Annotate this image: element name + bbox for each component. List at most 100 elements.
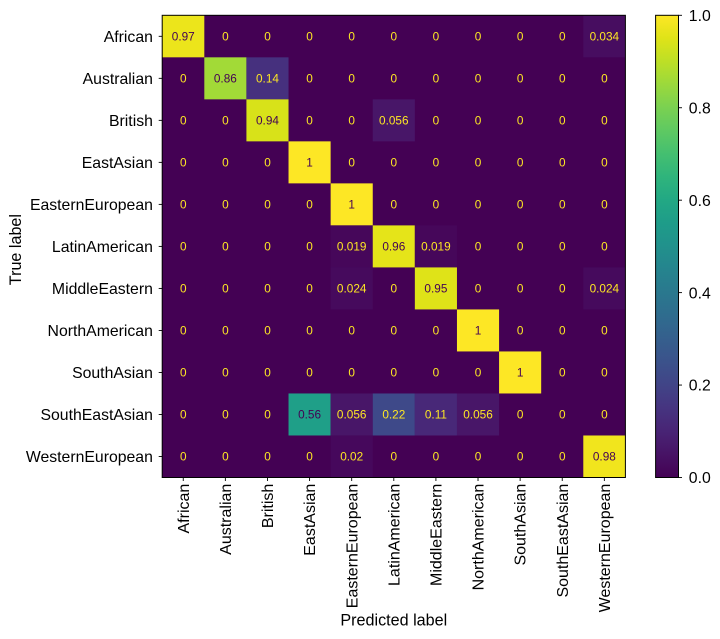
svg-text:WesternEuropean: WesternEuropean (26, 449, 153, 466)
svg-text:0: 0 (559, 198, 566, 212)
svg-text:0: 0 (475, 366, 482, 380)
svg-text:0: 0 (264, 156, 271, 170)
svg-text:0: 0 (433, 450, 440, 464)
svg-text:NorthAmerican: NorthAmerican (48, 323, 153, 340)
svg-text:0: 0 (517, 198, 524, 212)
svg-text:0: 0 (601, 240, 608, 254)
svg-text:0.4: 0.4 (689, 285, 711, 302)
svg-text:0.56: 0.56 (298, 408, 321, 422)
svg-text:1: 1 (306, 156, 313, 170)
svg-text:Australian: Australian (218, 484, 235, 555)
svg-text:0: 0 (517, 324, 524, 338)
svg-text:0: 0 (348, 156, 355, 170)
svg-text:1: 1 (517, 366, 524, 380)
svg-text:0.95: 0.95 (424, 282, 447, 296)
svg-text:0: 0 (306, 366, 313, 380)
svg-text:0: 0 (222, 114, 229, 128)
svg-text:0: 0 (391, 198, 398, 212)
svg-text:EastAsian: EastAsian (302, 484, 319, 556)
svg-text:0: 0 (517, 450, 524, 464)
svg-text:0: 0 (180, 450, 187, 464)
svg-text:0: 0 (559, 156, 566, 170)
svg-text:0.024: 0.024 (337, 282, 367, 296)
svg-text:1: 1 (348, 198, 355, 212)
svg-text:0: 0 (306, 450, 313, 464)
svg-text:0: 0 (601, 114, 608, 128)
svg-text:0: 0 (475, 156, 482, 170)
svg-text:True label: True label (7, 214, 25, 285)
svg-text:0: 0 (517, 408, 524, 422)
svg-text:0: 0 (391, 324, 398, 338)
svg-text:0: 0 (222, 30, 229, 44)
svg-text:0.024: 0.024 (590, 282, 620, 296)
svg-text:0: 0 (475, 72, 482, 86)
svg-text:0: 0 (391, 450, 398, 464)
svg-text:0: 0 (433, 72, 440, 86)
svg-text:0.14: 0.14 (256, 72, 279, 86)
svg-text:0: 0 (180, 114, 187, 128)
svg-text:0: 0 (559, 72, 566, 86)
svg-text:0: 0 (222, 450, 229, 464)
svg-text:0: 0 (348, 114, 355, 128)
svg-text:African: African (104, 29, 153, 46)
svg-text:0: 0 (306, 324, 313, 338)
svg-text:0: 0 (391, 156, 398, 170)
svg-text:0: 0 (306, 282, 313, 296)
svg-text:0: 0 (264, 324, 271, 338)
svg-text:0: 0 (517, 30, 524, 44)
svg-text:0: 0 (601, 324, 608, 338)
svg-text:0.97: 0.97 (172, 30, 195, 44)
svg-text:Predicted label: Predicted label (340, 612, 447, 630)
svg-text:0.02: 0.02 (340, 450, 363, 464)
svg-text:0: 0 (222, 156, 229, 170)
svg-text:0.22: 0.22 (382, 408, 405, 422)
svg-text:0.056: 0.056 (337, 408, 367, 422)
svg-text:MiddleEastern: MiddleEastern (429, 484, 446, 586)
svg-text:0.0: 0.0 (689, 470, 711, 487)
svg-text:0: 0 (264, 450, 271, 464)
svg-text:British: British (260, 484, 277, 528)
svg-text:0: 0 (391, 366, 398, 380)
svg-text:0: 0 (180, 156, 187, 170)
svg-text:0: 0 (475, 450, 482, 464)
svg-text:MiddleEastern: MiddleEastern (52, 281, 153, 298)
svg-text:0: 0 (264, 282, 271, 296)
svg-text:0: 0 (601, 198, 608, 212)
svg-text:0: 0 (517, 114, 524, 128)
svg-text:0: 0 (180, 72, 187, 86)
svg-text:0: 0 (180, 240, 187, 254)
svg-text:0.019: 0.019 (337, 240, 367, 254)
svg-text:0: 0 (264, 30, 271, 44)
svg-text:0: 0 (433, 114, 440, 128)
svg-text:SouthAsian: SouthAsian (513, 484, 530, 566)
svg-text:0: 0 (433, 198, 440, 212)
svg-text:0: 0 (517, 240, 524, 254)
svg-text:0: 0 (517, 72, 524, 86)
svg-text:0: 0 (306, 30, 313, 44)
svg-text:0: 0 (222, 366, 229, 380)
svg-text:0: 0 (433, 324, 440, 338)
svg-text:0.86: 0.86 (214, 72, 237, 86)
svg-text:LatinAmerican: LatinAmerican (386, 484, 403, 586)
svg-text:0: 0 (391, 72, 398, 86)
svg-text:Australian: Australian (83, 71, 153, 88)
svg-text:0: 0 (433, 30, 440, 44)
svg-text:0: 0 (559, 282, 566, 296)
svg-text:0: 0 (348, 366, 355, 380)
svg-text:0: 0 (306, 240, 313, 254)
svg-text:0: 0 (222, 408, 229, 422)
svg-text:LatinAmerican: LatinAmerican (52, 239, 153, 256)
svg-text:0.056: 0.056 (463, 408, 493, 422)
svg-text:SouthEastAsian: SouthEastAsian (555, 484, 572, 598)
svg-text:0: 0 (517, 282, 524, 296)
svg-text:0: 0 (517, 156, 524, 170)
svg-text:0.98: 0.98 (593, 450, 616, 464)
svg-text:0: 0 (601, 72, 608, 86)
svg-text:0.94: 0.94 (256, 114, 279, 128)
svg-text:0: 0 (180, 282, 187, 296)
svg-text:0: 0 (601, 156, 608, 170)
svg-text:0: 0 (475, 240, 482, 254)
svg-text:SouthAsian: SouthAsian (72, 365, 153, 382)
svg-text:0: 0 (475, 282, 482, 296)
svg-text:0: 0 (475, 198, 482, 212)
